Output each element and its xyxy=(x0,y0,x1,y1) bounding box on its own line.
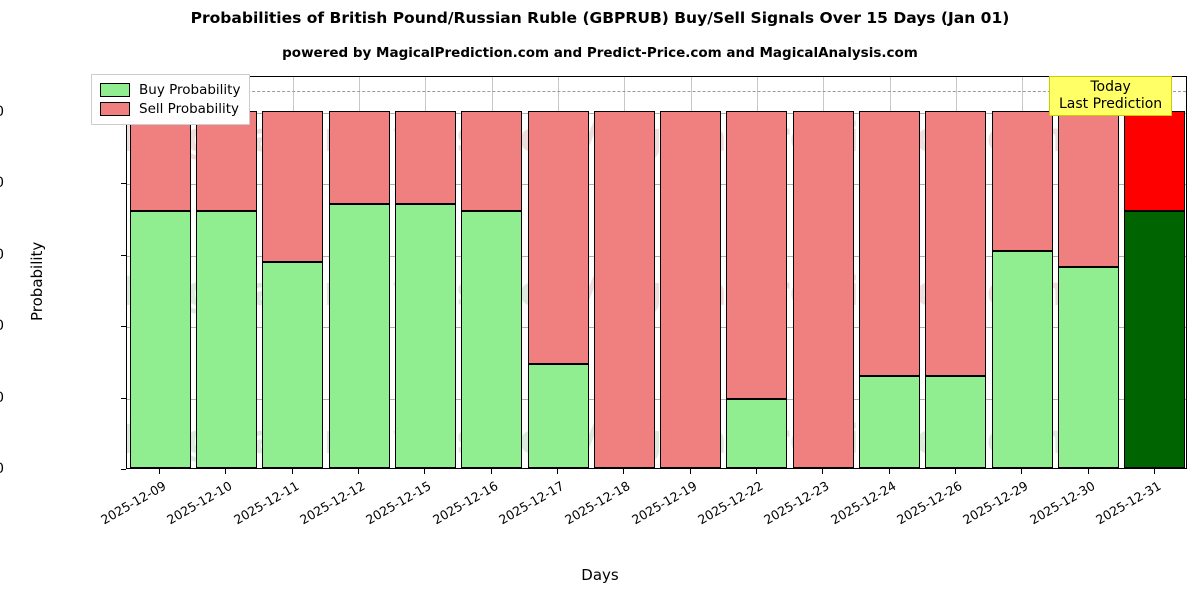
bar[interactable] xyxy=(1058,77,1120,468)
today-annotation-line2: Last Prediction xyxy=(1059,95,1163,112)
x-tick-mark xyxy=(755,469,757,474)
x-tick-mark xyxy=(424,469,426,474)
chart-subtitle: powered by MagicalPrediction.com and Pre… xyxy=(282,45,918,61)
x-tick-mark xyxy=(822,469,824,474)
bar-today[interactable] xyxy=(1124,77,1186,468)
gridline xyxy=(127,184,1186,186)
bar[interactable] xyxy=(726,77,788,468)
bar-segment-sell[interactable] xyxy=(328,110,390,204)
bar-segment-sell[interactable] xyxy=(726,110,788,399)
y-tick-mark xyxy=(121,254,126,256)
bar-segment-buy[interactable] xyxy=(328,203,390,468)
bar[interactable] xyxy=(394,77,456,468)
bar-segment-buy[interactable] xyxy=(394,203,456,468)
x-tick-mark xyxy=(358,469,360,474)
bar-segment-buy[interactable] xyxy=(262,261,324,468)
y-tick-mark xyxy=(121,326,126,328)
legend-label-buy: Buy Probability xyxy=(139,81,241,98)
bar-segment-buy[interactable] xyxy=(925,376,987,468)
y-tick-label: 40 xyxy=(0,318,4,334)
bar-segment-sell[interactable] xyxy=(593,110,655,468)
y-tick-label: 100 xyxy=(0,104,4,120)
x-tick-mark xyxy=(557,469,559,474)
today-annotation-line1: Today xyxy=(1090,79,1131,95)
bar-segment-sell[interactable] xyxy=(1124,110,1186,211)
y-tick-mark xyxy=(121,183,126,185)
gridline xyxy=(127,112,1186,114)
bar[interactable] xyxy=(792,77,854,468)
chart-legend: Buy Probability Sell Probability xyxy=(91,74,251,125)
x-axis-label: Days xyxy=(581,566,619,584)
today-annotation: Today Last Prediction xyxy=(1049,76,1173,117)
bar-segment-buy[interactable] xyxy=(1058,267,1120,468)
gridline xyxy=(127,398,1186,400)
y-tick-label: 20 xyxy=(0,390,4,406)
bar[interactable] xyxy=(129,77,191,468)
x-tick-mark xyxy=(623,469,625,474)
bar[interactable] xyxy=(991,77,1053,468)
y-tick-mark xyxy=(121,397,126,399)
bar[interactable] xyxy=(262,77,324,468)
x-tick-mark xyxy=(291,469,293,474)
x-tick-mark xyxy=(1021,469,1023,474)
bar-segment-buy[interactable] xyxy=(461,210,523,468)
legend-swatch-buy xyxy=(100,82,130,97)
x-tick-mark xyxy=(225,469,227,474)
reference-line xyxy=(127,91,1186,92)
bar-segment-sell[interactable] xyxy=(792,110,854,468)
x-tick-mark xyxy=(159,469,161,474)
bar[interactable] xyxy=(859,77,921,468)
x-tick-mark xyxy=(689,469,691,474)
bar-segment-sell[interactable] xyxy=(394,110,456,204)
bar-segment-sell[interactable] xyxy=(1058,110,1120,268)
plot-area: MagicalAnalysis.comMagicalPrediction.com… xyxy=(126,76,1187,469)
bar[interactable] xyxy=(925,77,987,468)
legend-label-sell: Sell Probability xyxy=(139,100,240,117)
gridline xyxy=(127,255,1186,257)
bar[interactable] xyxy=(195,77,257,468)
bar-segment-buy[interactable] xyxy=(527,364,589,468)
bar-segment-buy[interactable] xyxy=(726,398,788,468)
bar-segment-sell[interactable] xyxy=(195,110,257,211)
legend-swatch-sell xyxy=(100,101,130,116)
bar-segment-sell[interactable] xyxy=(660,110,722,468)
gridline xyxy=(127,327,1186,329)
bar-segment-buy[interactable] xyxy=(991,250,1053,468)
bar-segment-buy[interactable] xyxy=(859,376,921,468)
x-tick-mark xyxy=(1153,469,1155,474)
x-tick-mark xyxy=(1087,469,1089,474)
x-tick-mark xyxy=(954,469,956,474)
legend-item-buy: Buy Probability xyxy=(100,80,240,99)
bar-segment-sell[interactable] xyxy=(129,110,191,211)
bar-segment-buy[interactable] xyxy=(1124,210,1186,468)
bar-segment-sell[interactable] xyxy=(925,110,987,377)
y-tick-label: 60 xyxy=(0,247,4,263)
x-tick-mark xyxy=(888,469,890,474)
bar[interactable] xyxy=(461,77,523,468)
bar[interactable] xyxy=(593,77,655,468)
y-tick-label: 0 xyxy=(0,461,4,477)
y-tick-label: 80 xyxy=(0,175,4,191)
bar[interactable] xyxy=(328,77,390,468)
bar[interactable] xyxy=(527,77,589,468)
bar[interactable] xyxy=(660,77,722,468)
bar-segment-buy[interactable] xyxy=(195,210,257,468)
x-tick-mark xyxy=(490,469,492,474)
bar-segment-sell[interactable] xyxy=(991,110,1053,251)
bar-segment-buy[interactable] xyxy=(129,210,191,468)
y-tick-mark xyxy=(121,469,126,470)
bar-segment-sell[interactable] xyxy=(461,110,523,211)
y-axis-label: Probability xyxy=(28,241,46,321)
bar-segment-sell[interactable] xyxy=(527,110,589,365)
bar-segment-sell[interactable] xyxy=(262,110,324,262)
chart-title: Probabilities of British Pound/Russian R… xyxy=(190,9,1010,27)
bar-segment-sell[interactable] xyxy=(859,110,921,377)
legend-item-sell: Sell Probability xyxy=(100,99,240,118)
